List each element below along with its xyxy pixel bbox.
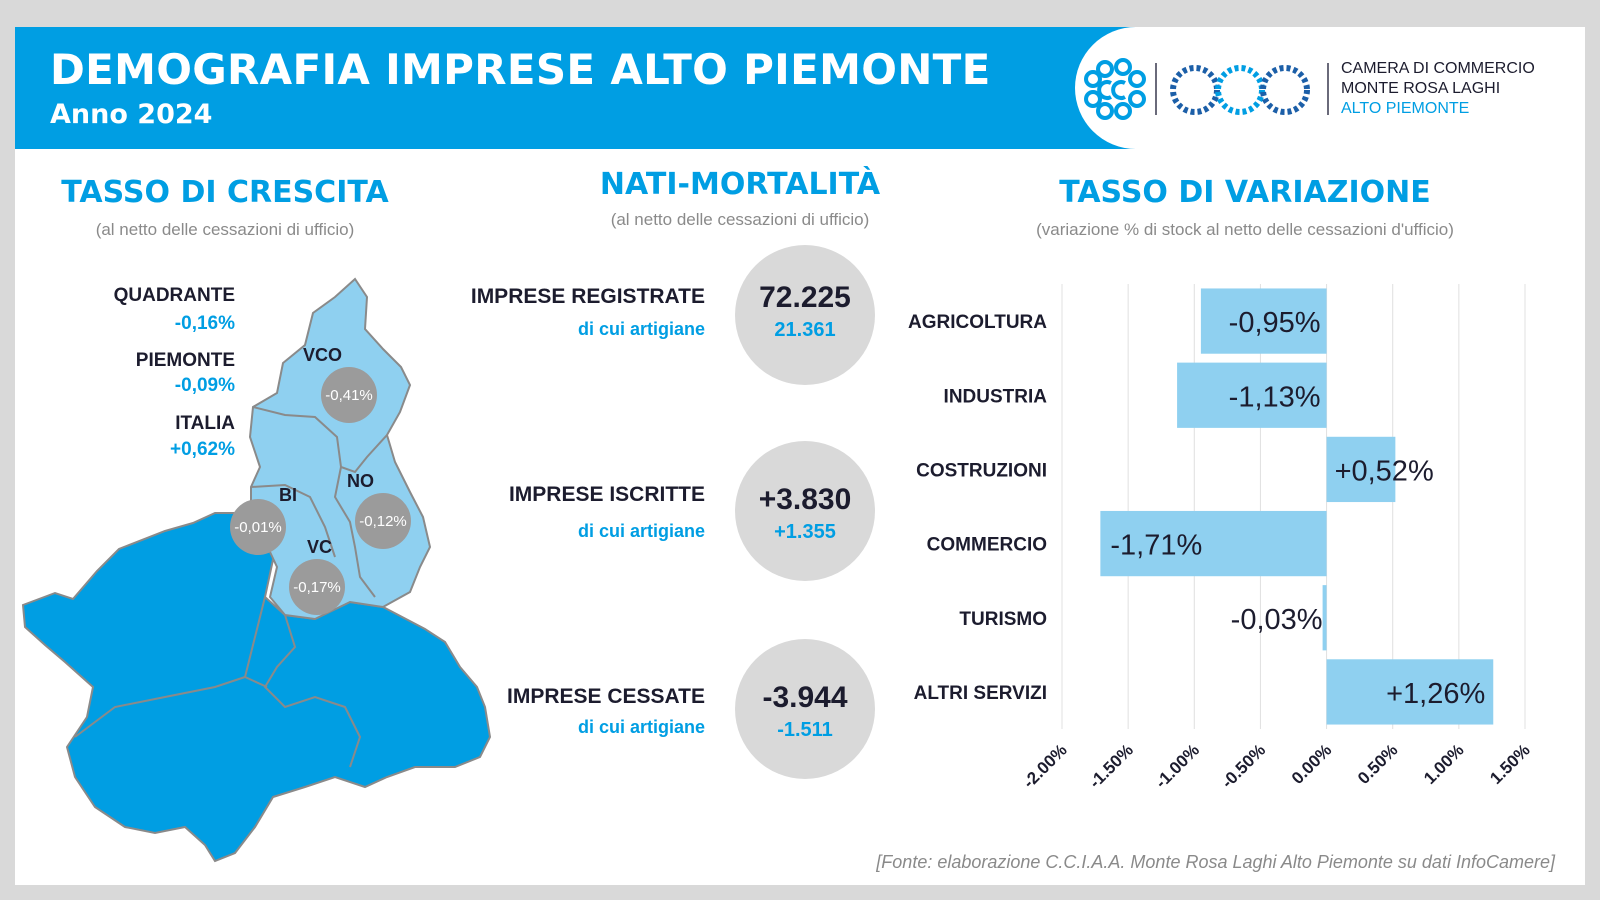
data-label: -1,71% <box>1110 530 1202 562</box>
page-title: DEMOGRAFIA IMPRESE ALTO PIEMONTE <box>50 45 991 94</box>
stat-label-piemonte: PIEMONTE <box>135 350 235 371</box>
source-note: [Fonte: elaborazione C.C.I.A.A. Monte Ro… <box>876 852 1555 872</box>
province-badge-no: -0,12% <box>355 493 411 549</box>
category-label: INDUSTRIA <box>944 386 1048 407</box>
map-border-bi <box>250 483 336 558</box>
variation-title: TASSO DI VARIAZIONE <box>1059 175 1431 210</box>
logo-line-3: ALTO PIEMONTE <box>1341 100 1470 117</box>
province-badge-vco: -0,41% <box>321 367 377 423</box>
growth-subtitle: (al netto delle cessazioni di ufficio) <box>95 220 355 239</box>
chain-links-icon <box>1170 65 1310 115</box>
natality-subvalue-registrate: 21.361 <box>774 319 836 341</box>
logo-line-2: MONTE ROSA LAGHI <box>1341 80 1501 97</box>
bar <box>1326 436 1396 503</box>
category-label: ALTRI SERVIZI <box>914 683 1047 704</box>
stat-value-piemonte: -0,09% <box>174 375 235 396</box>
stat-label-italia: ITALIA <box>175 413 235 434</box>
province-badge-bi: -0,01% <box>230 499 286 555</box>
bar <box>1177 362 1327 428</box>
natality-value-registrate: 72.225 <box>759 281 851 314</box>
tick-label: -1.00% <box>1152 740 1204 792</box>
data-label: -1,13% <box>1229 381 1321 413</box>
region-piedmont-south <box>21 512 492 863</box>
chamber-emblem-icon <box>1084 58 1146 120</box>
page-subtitle: Anno 2024 <box>50 99 213 130</box>
stat-label-quadrante: QUADRANTE <box>113 285 235 306</box>
natality-value-cessate: -3.944 <box>762 681 848 714</box>
tick-label: 1.00% <box>1420 740 1468 788</box>
natality-value-iscritte: +3.830 <box>758 483 852 516</box>
natality-label-iscritte: IMPRESE ISCRITTE <box>508 483 705 506</box>
natality-title: NATI-MORTALITÀ <box>599 167 881 202</box>
province-label-no: NO <box>347 471 374 491</box>
natality-subtitle: (al netto delle cessazioni di ufficio) <box>610 210 870 229</box>
logo-divider-2 <box>1327 63 1329 115</box>
infographic-card: DEMOGRAFIA IMPRESE ALTO PIEMONTE Anno 20… <box>15 27 1585 885</box>
natality-sublabel-iscritte: di cui artigiane <box>577 521 705 541</box>
natality-subvalue-iscritte: +1.355 <box>774 521 836 543</box>
category-label: COSTRUZIONI <box>916 460 1047 481</box>
variation-subtitle: (variazione % di stock al netto delle ce… <box>1036 220 1454 239</box>
natality-subvalue-cessate: -1.511 <box>777 719 833 741</box>
province-label-vc: VC <box>307 537 333 557</box>
province-badge-vc: -0,17% <box>289 559 345 615</box>
bar <box>1200 288 1327 354</box>
natality-sublabel-cessate: di cui artigiane <box>577 717 705 737</box>
tick-label: -2.00% <box>1019 740 1071 792</box>
data-label: -0,03% <box>1231 604 1323 636</box>
natality-label-cessate: IMPRESE CESSATE <box>507 685 705 708</box>
tick-label: 0.00% <box>1288 740 1336 788</box>
tick-label: 1.50% <box>1486 740 1534 788</box>
province-label-bi: BI <box>279 485 297 505</box>
data-label: -0,95% <box>1229 307 1321 339</box>
variation-bar-chart: AGRICOLTURA -0,95% INDUSTRIA -1,13% COSTRUZI… <box>908 284 1534 792</box>
map-border-south-3 <box>244 596 266 678</box>
data-label: +0,52% <box>1335 455 1434 487</box>
natality-label-registrate: IMPRESE REGISTRATE <box>470 285 705 308</box>
natality-circle-registrate: 72.225 21.361 <box>735 245 875 385</box>
map-border-south-2 <box>74 675 268 738</box>
logo-panel <box>1075 27 1585 149</box>
stat-value-italia: +0,62% <box>170 439 235 460</box>
data-label: +1,26% <box>1386 678 1485 710</box>
bar <box>1100 510 1327 577</box>
province-label-vco: VCO <box>303 345 343 365</box>
map-border-south-1 <box>263 614 362 768</box>
growth-title: TASSO DI CRESCITA <box>61 175 389 210</box>
tick-label: 0.50% <box>1354 740 1402 788</box>
header-banner: DEMOGRAFIA IMPRESE ALTO PIEMONTE Anno 20… <box>15 27 1135 149</box>
logo-divider <box>1155 63 1157 115</box>
category-label: AGRICOLTURA <box>908 312 1047 333</box>
map-border-no <box>333 466 376 598</box>
stat-value-quadrante: -0,16% <box>174 313 235 334</box>
tick-label: -1.50% <box>1085 740 1137 792</box>
bar <box>1322 585 1327 651</box>
natality-circle-iscritte: +3.830 +1.355 <box>735 441 875 581</box>
category-label: TURISMO <box>959 609 1047 630</box>
natality-sublabel-registrate: di cui artigiane <box>577 319 705 339</box>
bar <box>1326 659 1494 725</box>
logo-text: CAMERA DI COMMERCIO MONTE ROSA LAGHI ALT… <box>1341 59 1535 119</box>
tick-label: -0.50% <box>1218 740 1270 792</box>
natality-circle-cessate: -3.944 -1.511 <box>735 639 875 779</box>
logo-line-1: CAMERA DI COMMERCIO <box>1341 60 1535 77</box>
map-border-vco <box>252 406 388 474</box>
category-label: COMMERCIO <box>927 535 1047 556</box>
